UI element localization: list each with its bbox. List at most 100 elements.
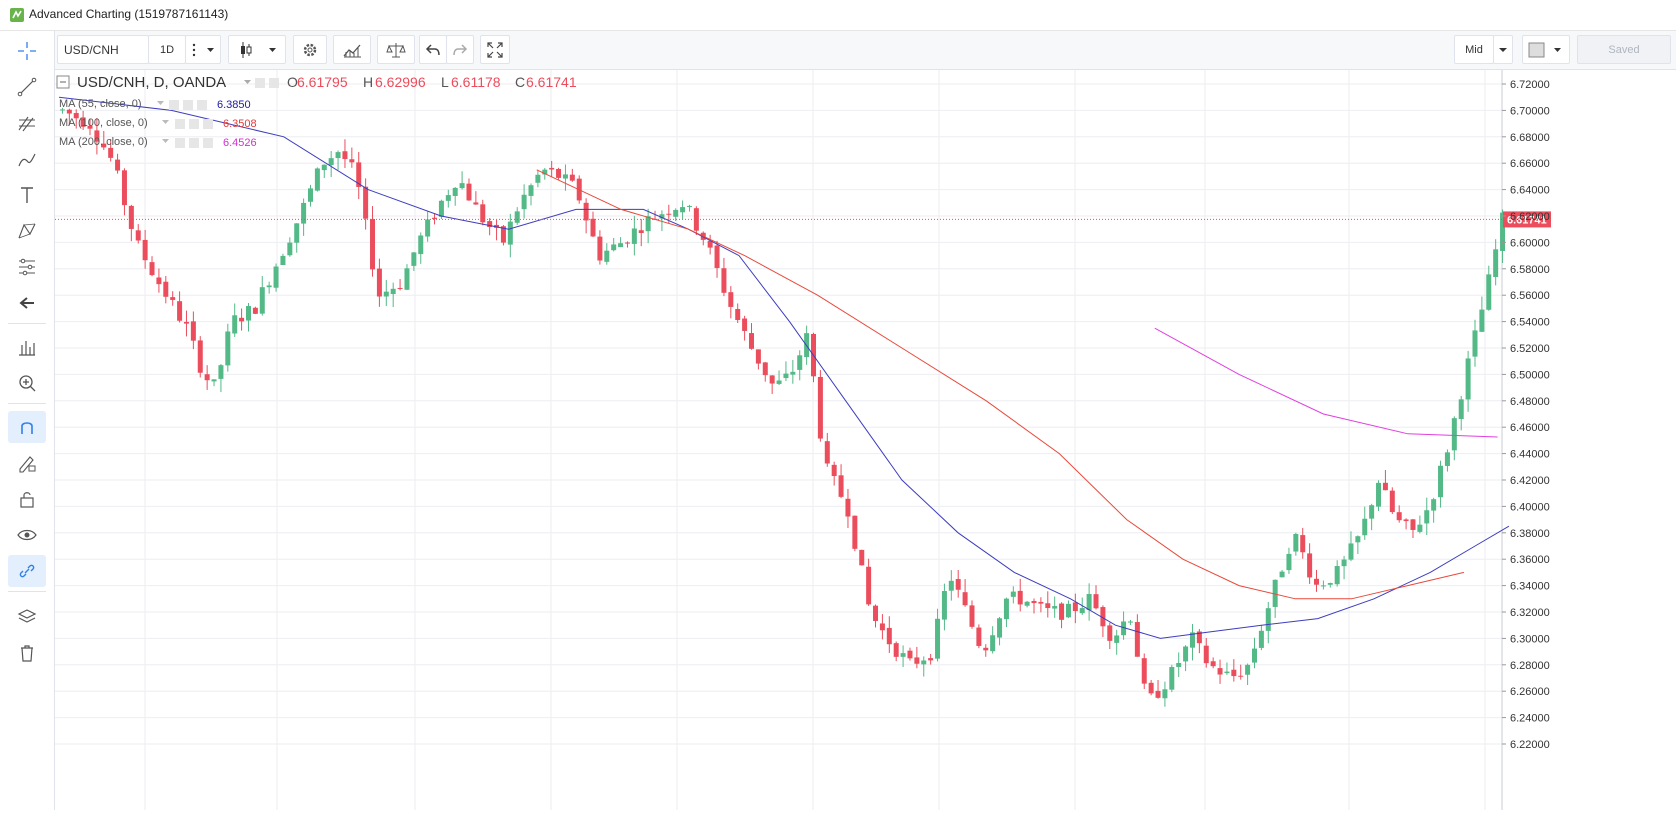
candle [308,184,314,207]
candle [1403,518,1409,530]
candle [1134,614,1140,657]
settings-gear-icon[interactable] [255,78,265,88]
candle [900,645,906,668]
candle [239,308,245,331]
candle [1314,569,1320,592]
y-tick-label: 6.32000 [1510,607,1550,619]
candle [252,306,258,315]
candle [1500,209,1506,263]
candle [976,624,982,649]
close-icon[interactable] [203,119,213,129]
candle [604,243,610,265]
candle [204,365,210,390]
price-chart[interactable]: 6.61741 6.72000 6.70000 6.68000 6.66000 6.64… [55,70,1676,810]
ma55-legend-label: MA (55, close, 0) [59,98,142,110]
eye-icon[interactable] [8,519,46,551]
app-logo-icon [10,8,24,22]
chevron-down-icon[interactable] [162,120,169,124]
candle [824,432,830,467]
trend-line-icon[interactable] [8,71,46,103]
pattern-icon[interactable] [8,215,46,247]
candle [755,349,761,370]
y-tick-label: 6.38000 [1510,528,1550,540]
close-icon[interactable] [203,138,213,148]
candle [418,232,424,264]
interval-menu-button[interactable] [185,35,221,64]
candle [1376,480,1382,512]
text-icon[interactable] [8,179,46,211]
eye-icon[interactable] [175,119,185,129]
layers-icon[interactable] [8,601,46,633]
chart-pane[interactable]: 6.61741 6.72000 6.70000 6.68000 6.66000 6.64… [55,70,1676,810]
link-icon[interactable] [8,555,46,587]
y-tick-label: 6.42000 [1510,475,1550,487]
back-arrow-icon[interactable] [8,287,46,319]
brush-icon[interactable] [8,143,46,175]
eye-icon[interactable] [169,100,179,110]
candle [287,237,293,257]
fib-icon[interactable] [8,107,46,139]
settings-gear-icon[interactable] [189,138,199,148]
settings-gear-icon[interactable] [183,100,193,110]
candle [831,461,837,486]
settings-gear-icon[interactable] [189,119,199,129]
measure-icon[interactable] [8,331,46,363]
settings-gear-icon[interactable] [269,78,279,88]
candle [748,323,754,350]
ma100-line [536,169,1465,600]
prediction-icon[interactable] [8,251,46,283]
chevron-down-icon[interactable] [244,80,251,84]
low-value: 6.61178 [451,74,501,90]
candle [294,223,300,253]
candle [707,234,713,255]
settings-gear-icon[interactable] [293,35,327,64]
candle [983,644,989,657]
eye-icon[interactable] [175,138,185,148]
price-source-dropdown[interactable] [1493,35,1513,64]
compare-icon[interactable] [377,35,415,64]
candle [1300,527,1306,559]
redo-icon[interactable] [446,35,474,64]
layout-select[interactable] [1522,35,1570,64]
candle [87,118,93,136]
ma200-legend-value: 6.4526 [223,137,257,149]
save-button[interactable]: Saved [1577,35,1671,64]
candle [721,257,727,297]
candle [370,206,376,277]
ma100-legend-label: MA (100, close, 0) [59,117,148,129]
crosshair-icon[interactable] [8,35,46,67]
candle [314,167,320,192]
candle [1389,487,1395,515]
price-source-select[interactable]: Mid [1454,35,1494,64]
chevron-down-icon[interactable] [157,101,164,105]
candle [673,208,679,222]
zoom-in-icon[interactable] [8,367,46,399]
candle [115,153,121,174]
candle [356,151,362,200]
close-icon[interactable] [197,100,207,110]
trash-icon[interactable] [8,637,46,669]
candle [280,253,286,266]
candle [611,237,617,252]
candle [1369,503,1375,531]
interval-button[interactable]: 1D [148,35,186,64]
lock-icon[interactable] [8,483,46,515]
candle [101,131,107,150]
candle [645,208,651,244]
chart-style-button[interactable] [228,35,286,64]
candle [94,118,100,155]
lock-draw-icon[interactable] [8,447,46,479]
candle [1431,497,1437,523]
candle [1059,602,1065,629]
magnet-icon[interactable] [8,411,46,443]
candle [66,108,72,126]
indicators-icon[interactable] [333,35,371,64]
symbol-search-input[interactable]: USD/CNH [57,35,149,64]
chevron-down-icon[interactable] [162,139,169,143]
fullscreen-icon[interactable] [480,35,510,64]
candle [177,291,183,323]
candle [797,350,803,381]
candle [556,167,562,180]
candle [1031,598,1037,614]
undo-icon[interactable] [419,35,447,64]
